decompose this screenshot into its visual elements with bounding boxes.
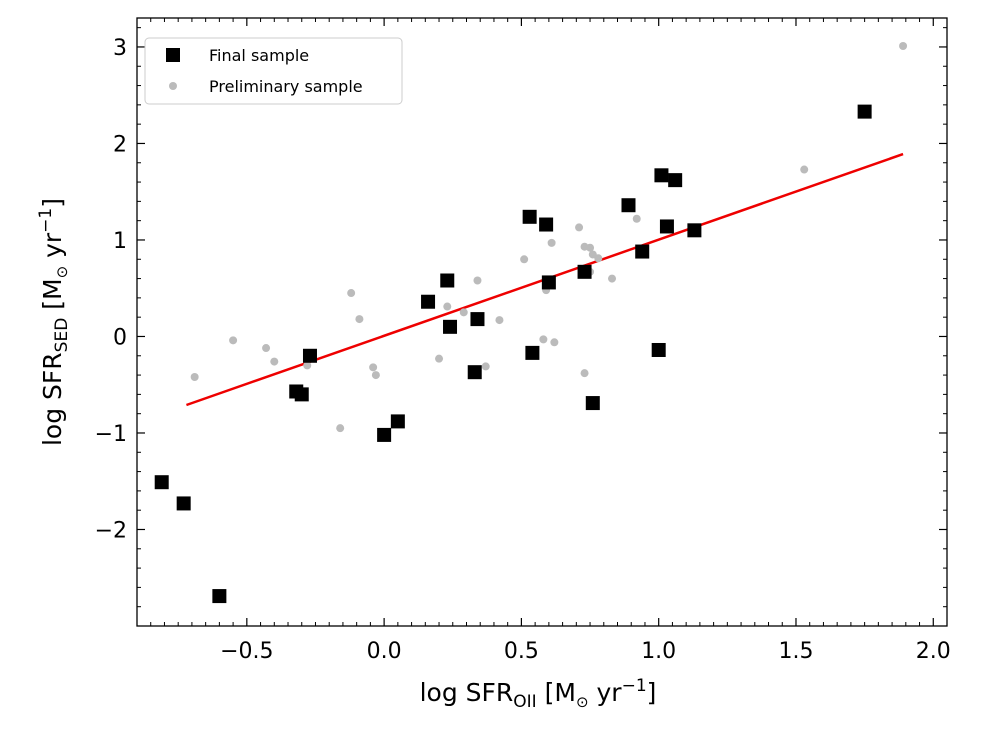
final-point [541, 275, 556, 290]
x-tick-label: 1.5 [778, 639, 813, 664]
preliminary-point [550, 338, 559, 347]
final-point [470, 312, 485, 327]
final-point [176, 496, 191, 511]
legend-box [144, 37, 403, 105]
preliminary-point [303, 361, 312, 370]
preliminary-point [336, 424, 345, 433]
preliminary-point [547, 238, 556, 247]
preliminary-point [443, 302, 452, 311]
preliminary-point [371, 371, 380, 380]
final-point [440, 273, 455, 288]
final-point [659, 219, 674, 234]
ticks-layer: −0.5 0.0 0.5 1.0 1.5 2.0 −2 −1 0 1 2 3 [95, 18, 951, 664]
y-tick-label: 2 [113, 132, 127, 157]
y-tick-label: 3 [113, 36, 127, 61]
final-point [539, 217, 554, 232]
y-tick-label: 0 [113, 325, 127, 350]
legend: Final sample Preliminary sample [144, 37, 403, 105]
final-point [654, 168, 669, 183]
legend-preliminary-marker [169, 82, 177, 90]
legend-final-label: Final sample [209, 46, 309, 65]
final-point [857, 104, 872, 119]
preliminary-point [355, 315, 364, 324]
final-point [577, 264, 592, 279]
preliminary-point [262, 344, 271, 353]
final-point [651, 342, 666, 357]
plot-frame [136, 17, 948, 627]
x-tick-label: 2.0 [916, 639, 951, 664]
final-point [635, 244, 650, 259]
final-point [302, 348, 317, 363]
x-axis-label: log SFROII [M⊙ yr−1] [420, 676, 657, 712]
final-point [522, 209, 537, 224]
y-axis-label: log SFRSED [M⊙ yr−1] [36, 198, 72, 446]
final-point [687, 223, 702, 238]
final-points [154, 104, 872, 604]
legend-final-marker [166, 48, 180, 62]
y-tick-label: −1 [95, 422, 127, 447]
final-point [390, 414, 405, 429]
legend-preliminary-label: Preliminary sample [209, 77, 363, 96]
final-point [668, 173, 683, 188]
final-point [443, 319, 458, 334]
final-point [525, 345, 540, 360]
final-point [467, 365, 482, 380]
preliminary-point [899, 41, 908, 50]
final-point [294, 387, 309, 402]
preliminary-point [586, 243, 595, 252]
x-tick-label: 0.5 [504, 639, 539, 664]
preliminary-point [580, 369, 589, 378]
final-point [212, 589, 227, 604]
x-tick-label: 0.0 [367, 639, 402, 664]
preliminary-point [270, 357, 279, 366]
x-tick-label: 1.0 [641, 639, 676, 664]
preliminary-point [539, 335, 548, 344]
preliminary-point [435, 354, 444, 363]
preliminary-points [190, 41, 908, 433]
final-point [377, 427, 392, 442]
preliminary-point [495, 316, 504, 325]
preliminary-point [800, 165, 809, 174]
final-point [585, 396, 600, 411]
preliminary-point [575, 223, 584, 232]
final-point [421, 294, 436, 309]
preliminary-point [347, 289, 356, 298]
final-point [154, 475, 169, 490]
preliminary-point [473, 276, 482, 285]
preliminary-point [632, 214, 641, 223]
preliminary-point [608, 274, 617, 283]
preliminary-point [481, 362, 490, 371]
preliminary-point [594, 254, 603, 263]
preliminary-point [190, 373, 199, 382]
final-point [621, 198, 636, 213]
preliminary-point [520, 255, 529, 264]
x-tick-label: −0.5 [220, 639, 273, 664]
preliminary-point [229, 336, 238, 345]
y-tick-label: 1 [113, 229, 127, 254]
preliminary-point [459, 308, 468, 317]
y-tick-label: −2 [95, 518, 127, 543]
plot-area [137, 18, 947, 626]
preliminary-point [369, 363, 378, 372]
